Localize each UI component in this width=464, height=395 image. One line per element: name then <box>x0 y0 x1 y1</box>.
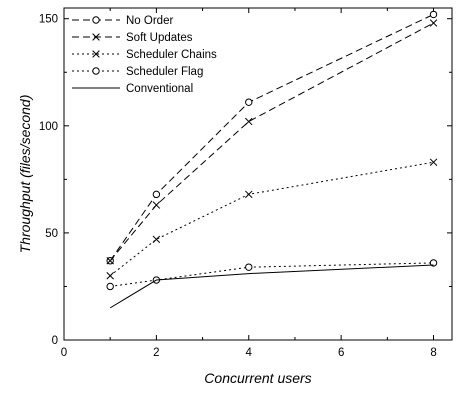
y-tick-label: 100 <box>39 121 58 133</box>
legend-label-2: Scheduler Chains <box>126 49 217 61</box>
legend-label-3: Scheduler Flag <box>126 66 203 78</box>
series-3-point <box>106 282 114 291</box>
legend-label-1: Soft Updates <box>126 32 193 44</box>
series-0-point <box>245 98 253 106</box>
plot-frame <box>63 7 453 341</box>
y-axis-title: Throughput (files/second) <box>17 95 33 254</box>
series-line-2 <box>109 161 434 277</box>
series-line-1 <box>109 22 434 262</box>
series-2-point <box>106 271 114 280</box>
series-0-point <box>152 190 161 199</box>
legend-marker-2 <box>92 50 100 58</box>
series-2-point <box>152 235 161 244</box>
x-tick-label: 8 <box>430 347 436 359</box>
series-line-3 <box>110 262 434 287</box>
series-3-point <box>429 259 438 267</box>
series-2-point <box>429 158 438 166</box>
x-axis-title: Concurrent users <box>204 370 311 386</box>
legend-marker-1 <box>92 33 100 41</box>
x-tick-label: 4 <box>246 347 253 359</box>
series-2-point <box>245 190 253 199</box>
series-0-point <box>429 10 438 19</box>
series-1-point <box>245 117 253 126</box>
series-1-point <box>429 19 438 27</box>
legend-marker-3 <box>92 67 100 75</box>
y-tick-label: 0 <box>52 335 58 347</box>
y-tick-label: 150 <box>39 14 58 26</box>
x-tick-label: 6 <box>338 347 344 359</box>
x-tick-label: 2 <box>153 347 159 359</box>
series-line-4 <box>109 264 434 309</box>
series-1-point <box>152 201 161 209</box>
legend-label-0: No Order <box>126 15 173 27</box>
series-line-0 <box>109 13 434 262</box>
series-1-point <box>106 256 114 265</box>
legend-label-4: Conventional <box>126 83 193 95</box>
x-tick-label: 0 <box>61 347 67 359</box>
y-tick-label: 50 <box>45 228 58 240</box>
legend-marker-0 <box>92 16 100 24</box>
series-3-point <box>245 263 253 271</box>
